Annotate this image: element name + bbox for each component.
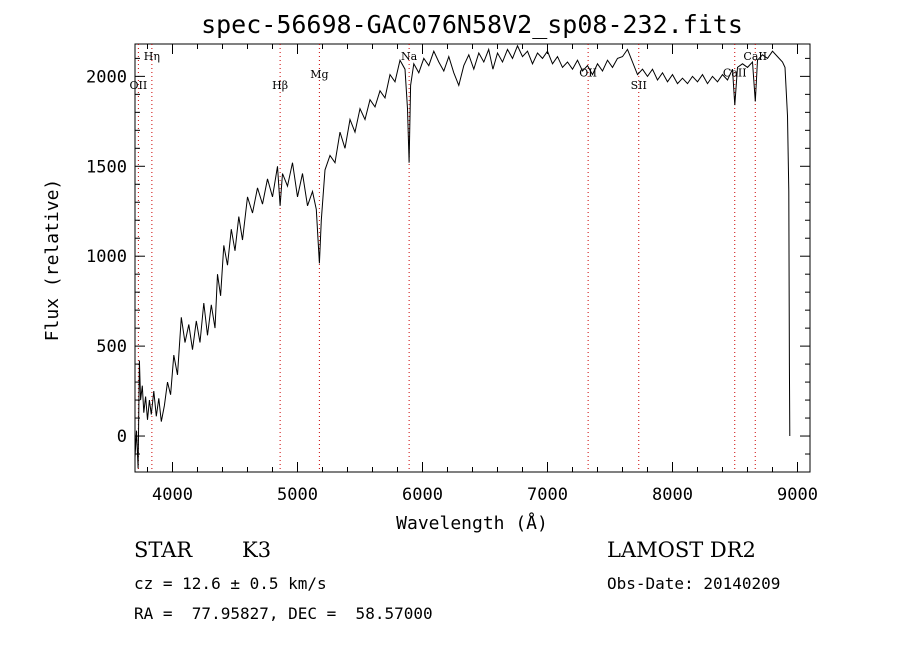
x-tick-label: 4000 [152,485,193,505]
spectrum-series [134,44,791,469]
x-tick-label: 6000 [402,485,443,505]
spectral-line-label: OII [579,66,597,79]
x-tick-label: 8000 [652,485,693,505]
x-tick-label: 9000 [777,485,818,505]
spectral-line-label: CaII [723,66,747,79]
object-class: STAR [134,538,193,562]
x-tick-label: 5000 [277,485,318,505]
plot-frame [134,43,811,473]
spectral-line-label: CaII [743,50,767,63]
axis-ticks [135,44,810,472]
y-tick-label: 0 [117,427,127,447]
redshift-cz: cz = 12.6 ± 0.5 km/s [134,574,327,593]
spectral-line-label: Mg [310,68,328,81]
spectral-line-markers: OII Hη Hβ Mg Na OII SII CaII CaII [130,44,767,472]
y-tick-label: 2000 [86,67,127,87]
spectral-line-label: Hη [144,50,160,63]
survey-name: LAMOST DR2 [607,538,756,562]
chart-title: spec-56698-GAC076N58V2_sp08-232.fits [201,10,743,39]
spectral-line-label: SII [631,79,647,92]
x-axis-label: Wavelength (Å) [396,512,548,534]
y-tick-labels: 0 500 1000 1500 2000 [86,67,127,447]
coordinates: RA = 77.95827, DEC = 58.57000 [134,604,433,623]
spectral-line-label: Na [401,50,418,63]
y-tick-label: 500 [96,337,127,357]
y-axis-label: Flux (relative) [42,179,63,342]
spectral-line-label: OII [130,79,148,92]
y-tick-label: 1000 [86,247,127,267]
spectral-line-label: Hβ [272,79,288,92]
y-tick-label: 1500 [86,157,127,177]
object-subclass: K3 [242,538,272,562]
obs-date: Obs-Date: 20140209 [607,574,781,593]
x-tick-labels: 4000 5000 6000 7000 8000 9000 [152,485,818,505]
x-tick-label: 7000 [527,485,568,505]
